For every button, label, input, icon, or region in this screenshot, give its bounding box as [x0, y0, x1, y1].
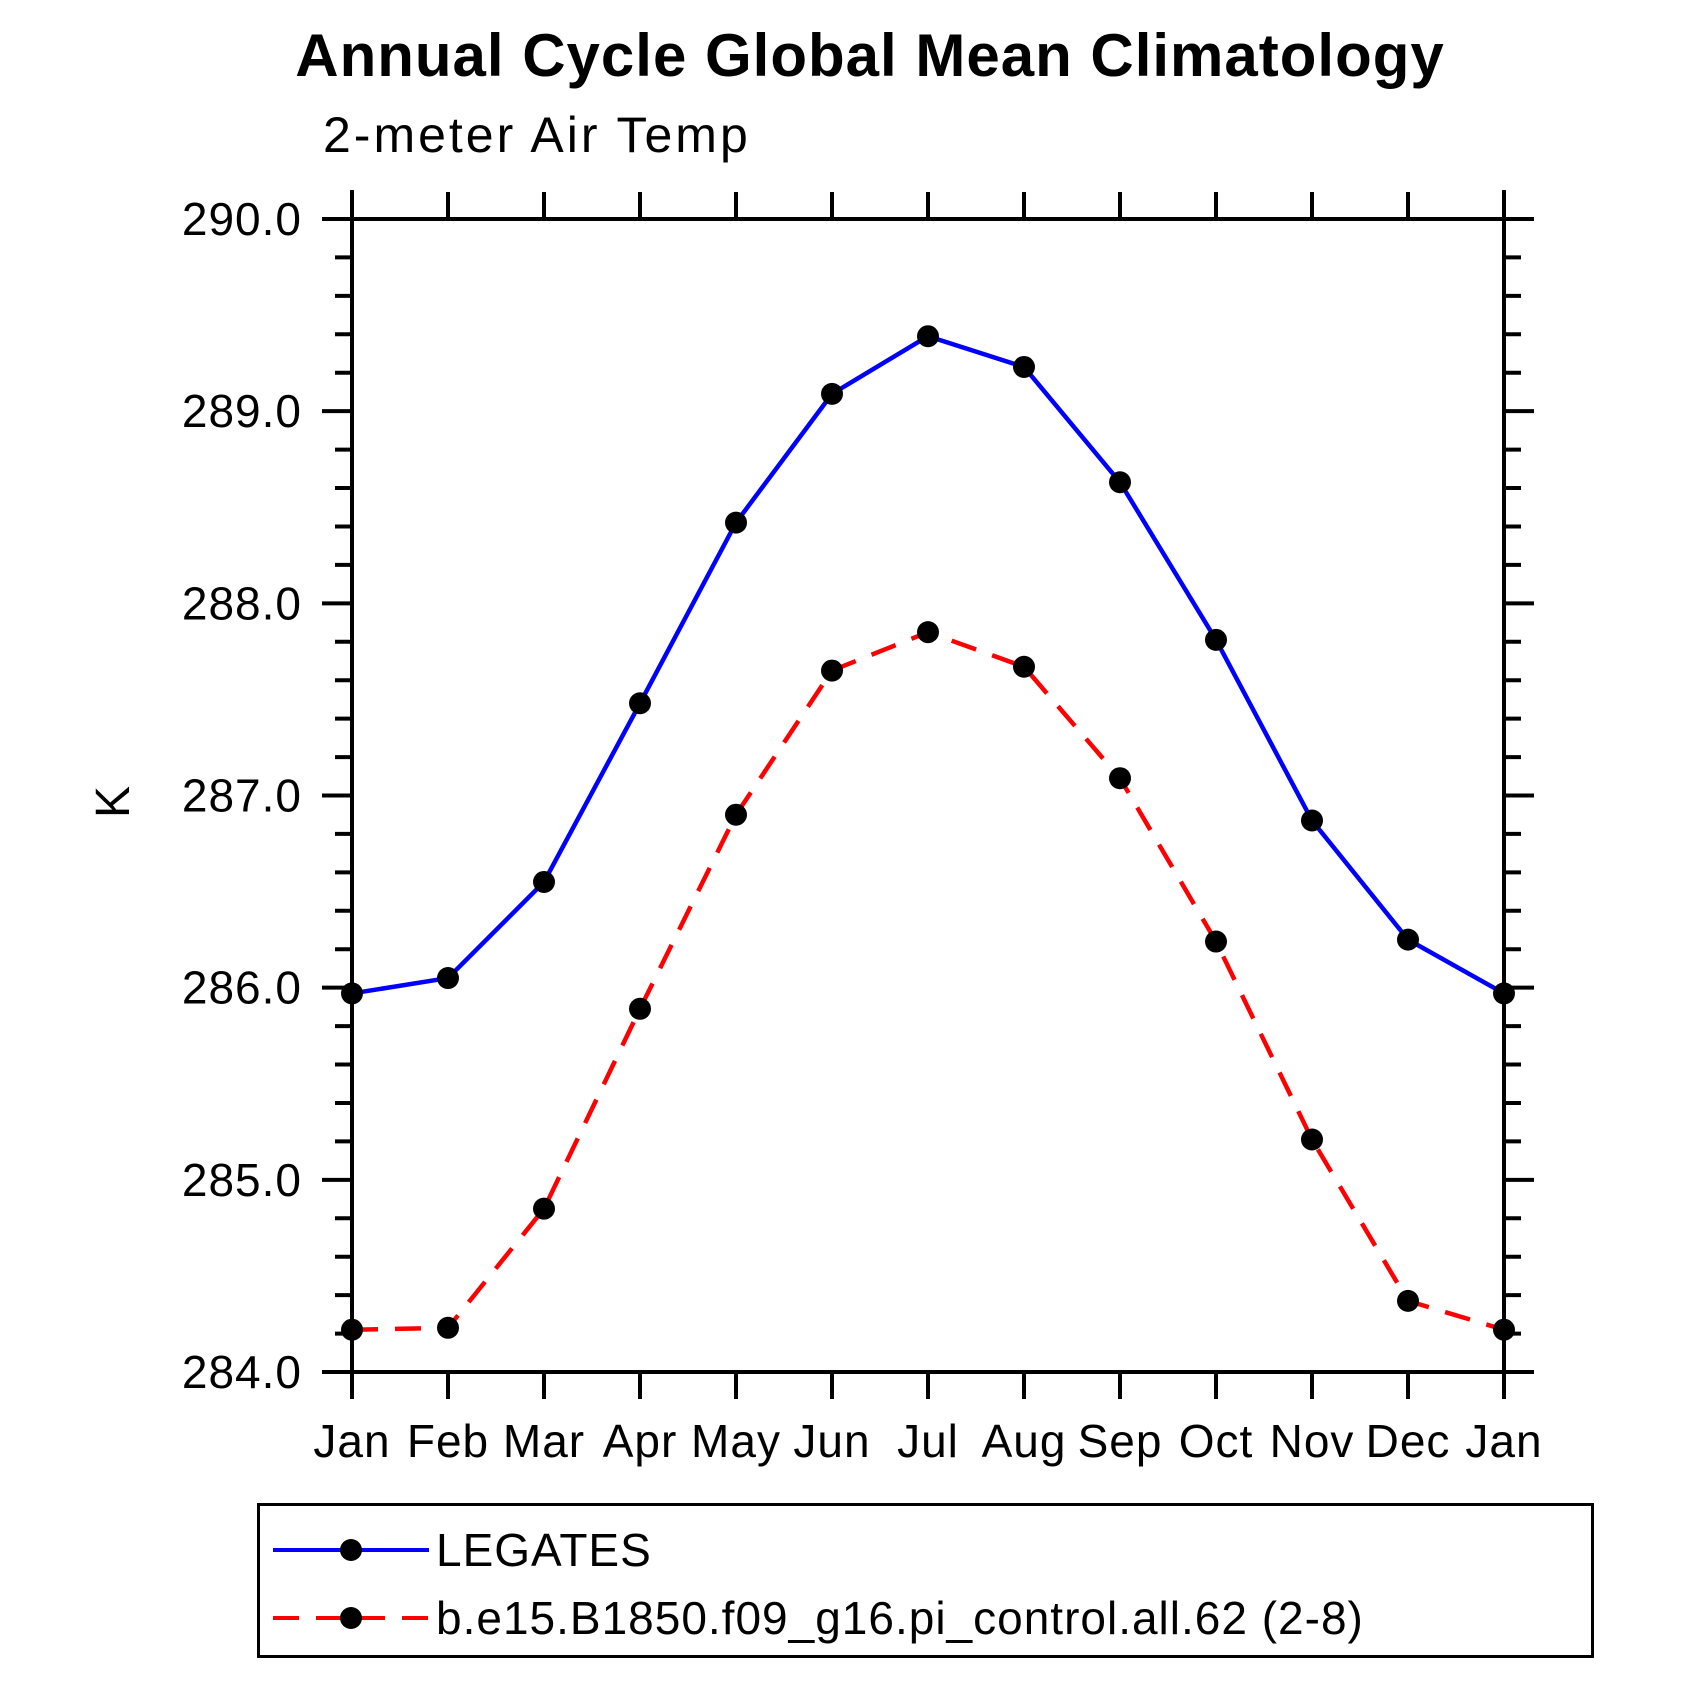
data-point-marker-series-0: [1013, 355, 1035, 378]
data-point-marker-series-1: [917, 621, 939, 644]
data-point-marker-series-0: [341, 982, 363, 1005]
data-point-marker-series-1: [341, 1318, 363, 1341]
y-tick-label: 284.0: [182, 1346, 302, 1398]
data-point-marker-series-1: [1397, 1289, 1419, 1312]
legend-sample-model: [273, 1607, 429, 1629]
x-tick-label: Jan: [1465, 1415, 1542, 1467]
data-point-marker-series-1: [629, 997, 651, 1020]
x-tick-label: Jun: [793, 1415, 870, 1467]
legend-box: LEGATES b.e15.B1850.f09_g16.pi_control.a…: [257, 1503, 1594, 1658]
legend-sample-marker-legates: [340, 1539, 362, 1561]
data-point-marker-series-0: [725, 511, 747, 534]
data-point-marker-series-1: [437, 1316, 459, 1339]
x-tick-label: Dec: [1366, 1415, 1451, 1467]
data-point-marker-series-1: [1013, 655, 1035, 678]
x-tick-label: Feb: [407, 1415, 489, 1467]
data-point-marker-series-0: [917, 325, 939, 348]
x-tick-label: Jul: [897, 1415, 959, 1467]
y-tick-label: 288.0: [182, 577, 302, 629]
data-point-marker-series-0: [1109, 471, 1131, 494]
series-line-0: [351, 333, 1506, 996]
x-tick-label: Mar: [503, 1415, 585, 1467]
page-title: Annual Cycle Global Mean Climatology: [295, 22, 1445, 89]
legend-sample-marker-model: [340, 1607, 362, 1629]
data-point-marker-series-0: [1397, 928, 1419, 951]
legend-row-legates: LEGATES: [271, 1524, 652, 1576]
legend-label-model: b.e15.B1850.f09_g16.pi_control.all.62 (2…: [436, 1592, 1364, 1644]
y-tick-label: 287.0: [182, 770, 302, 822]
x-tick-label: Sep: [1078, 1415, 1163, 1467]
data-point-marker-series-0: [1493, 982, 1515, 1005]
x-tick-label: Aug: [982, 1415, 1067, 1467]
data-point-marker-series-0: [1301, 809, 1323, 832]
data-point-marker-series-0: [821, 382, 843, 405]
data-point-marker-series-1: [1493, 1318, 1515, 1341]
data-point-marker-series-1: [1109, 767, 1131, 790]
data-point-marker-series-0: [437, 967, 459, 990]
chart-subtitle: 2-meter Air Temp: [323, 107, 751, 163]
y-tick-label: 286.0: [182, 962, 302, 1014]
legend-row-model: b.e15.B1850.f09_g16.pi_control.all.62 (2…: [271, 1592, 1364, 1644]
x-tick-label: Nov: [1270, 1415, 1355, 1467]
legend-label-legates: LEGATES: [436, 1524, 652, 1576]
data-point-marker-series-1: [725, 803, 747, 826]
data-point-marker-series-1: [1301, 1128, 1323, 1151]
x-tick-label: Apr: [603, 1415, 678, 1467]
data-point-marker-series-0: [1205, 628, 1227, 651]
data-point-marker-series-1: [533, 1197, 555, 1220]
series-line-1: [351, 629, 1505, 1332]
data-point-marker-series-0: [533, 870, 555, 893]
y-tick-label: 290.0: [182, 193, 302, 245]
data-point-marker-series-1: [821, 659, 843, 682]
data-point-marker-series-0: [629, 692, 651, 715]
legend-sample-legates: [273, 1539, 429, 1561]
data-point-marker-series-1: [1205, 930, 1227, 953]
x-tick-label: Oct: [1179, 1415, 1254, 1467]
x-tick-label: Jan: [313, 1415, 390, 1467]
y-tick-label: 289.0: [182, 385, 302, 437]
y-tick-label: 285.0: [182, 1154, 302, 1206]
x-tick-label: May: [691, 1415, 781, 1467]
